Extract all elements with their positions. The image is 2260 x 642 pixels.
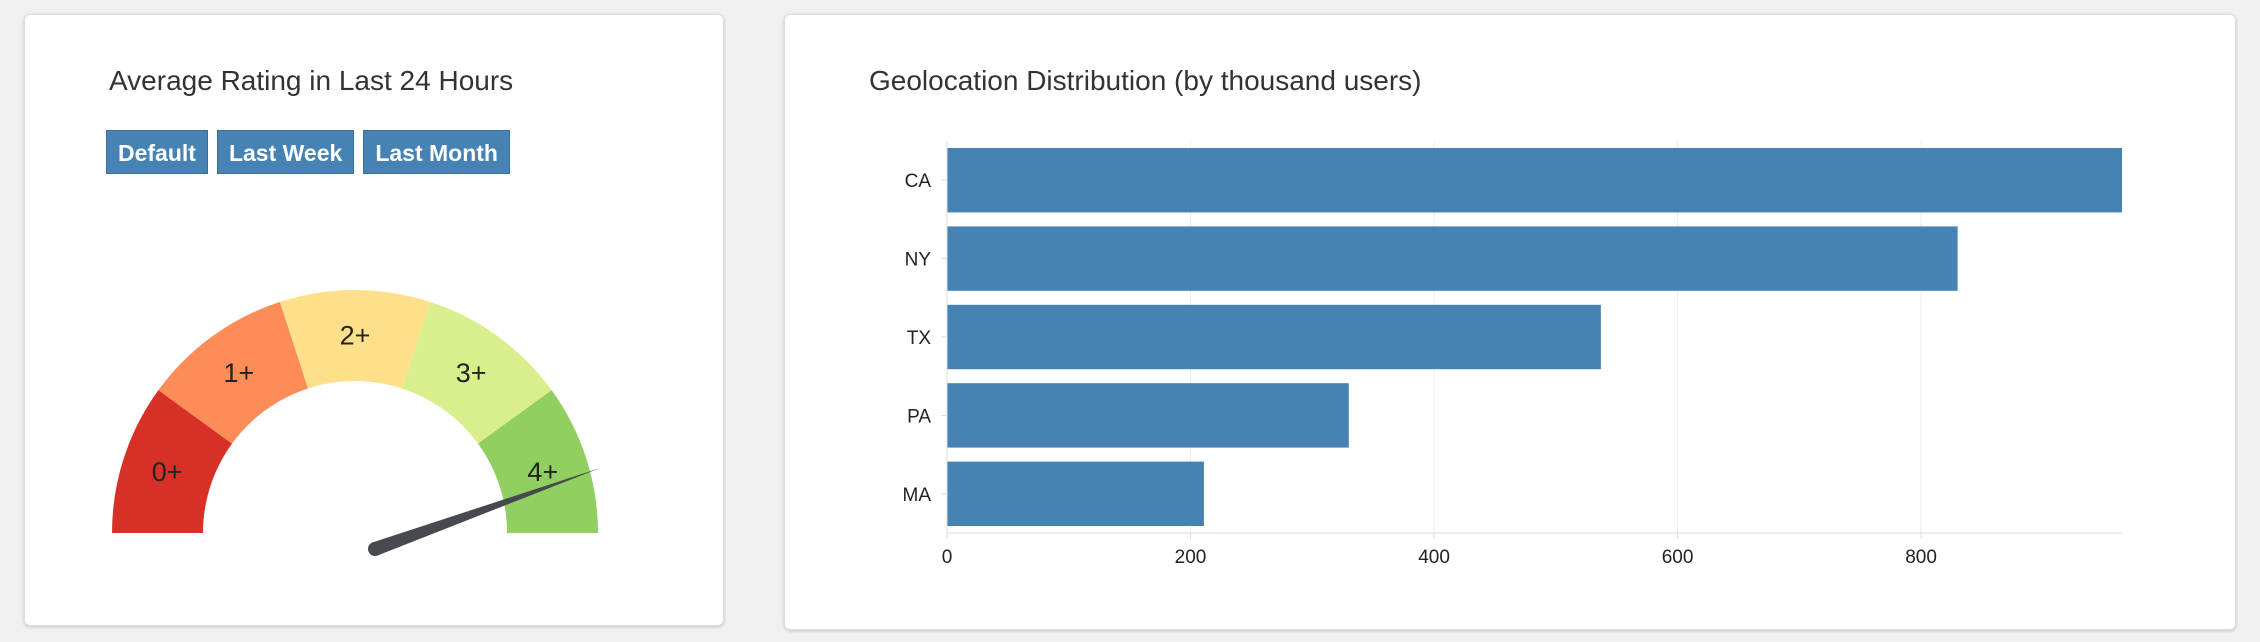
bar-ny	[947, 226, 1958, 291]
rating-panel: Average Rating in Last 24 Hours Default …	[24, 14, 724, 626]
x-tick-label: 600	[1662, 547, 1694, 568]
y-axis: CA NY TX PA MA	[903, 141, 948, 533]
geolocation-panel: Geolocation Distribution (by thousand us…	[784, 14, 2236, 630]
gauge-segment-3	[401, 301, 552, 444]
needle-pointer	[372, 467, 601, 556]
geolocation-bar-chart: CA NY TX PA MA 0 200 400 600 800	[903, 141, 2122, 568]
geolocation-panel-title: Geolocation Distribution (by thousand us…	[869, 65, 1422, 96]
gauge-needle	[368, 467, 601, 556]
gauge-segment-1	[158, 301, 309, 444]
y-tick-label: TX	[907, 328, 932, 349]
gauge-segment-0	[112, 390, 233, 533]
gauge-segment-2	[279, 290, 431, 389]
gauge-segments: 0+ 1+ 2+ 3+ 4+	[112, 290, 598, 533]
y-tick-label: MA	[903, 485, 932, 506]
gauge-segment-label: 2+	[340, 321, 371, 351]
x-tick-label: 400	[1418, 547, 1450, 568]
bar-ca	[947, 148, 2122, 213]
y-tick-label: CA	[905, 171, 932, 192]
last-month-button[interactable]: Last Month	[363, 130, 510, 174]
needle-hub	[368, 542, 382, 556]
bar-pa	[947, 383, 1349, 448]
chart-bars	[947, 148, 2122, 526]
rating-panel-title: Average Rating in Last 24 Hours	[109, 65, 514, 96]
gauge-segment-label: 3+	[456, 358, 487, 388]
bar-ma	[947, 461, 1204, 526]
x-axis: 0 200 400 600 800	[942, 532, 2122, 568]
range-button-group: Default Last Week Last Month	[106, 130, 510, 174]
bar-tx	[947, 304, 1601, 370]
rating-gauge: 0+ 1+ 2+ 3+ 4+	[112, 290, 601, 556]
gauge-segment-label: 4+	[527, 457, 558, 487]
last-week-button[interactable]: Last Week	[216, 130, 355, 174]
x-tick-label: 800	[1905, 547, 1937, 568]
gauge-segment-label: 0+	[152, 457, 183, 487]
x-tick-label: 200	[1175, 547, 1207, 568]
y-tick-label: PA	[907, 406, 931, 427]
default-button[interactable]: Default	[106, 130, 208, 174]
x-tick-label: 0	[942, 547, 953, 568]
gauge-segment-4	[477, 390, 598, 533]
gauge-segment-label: 1+	[224, 358, 255, 388]
y-tick-label: NY	[905, 250, 932, 271]
